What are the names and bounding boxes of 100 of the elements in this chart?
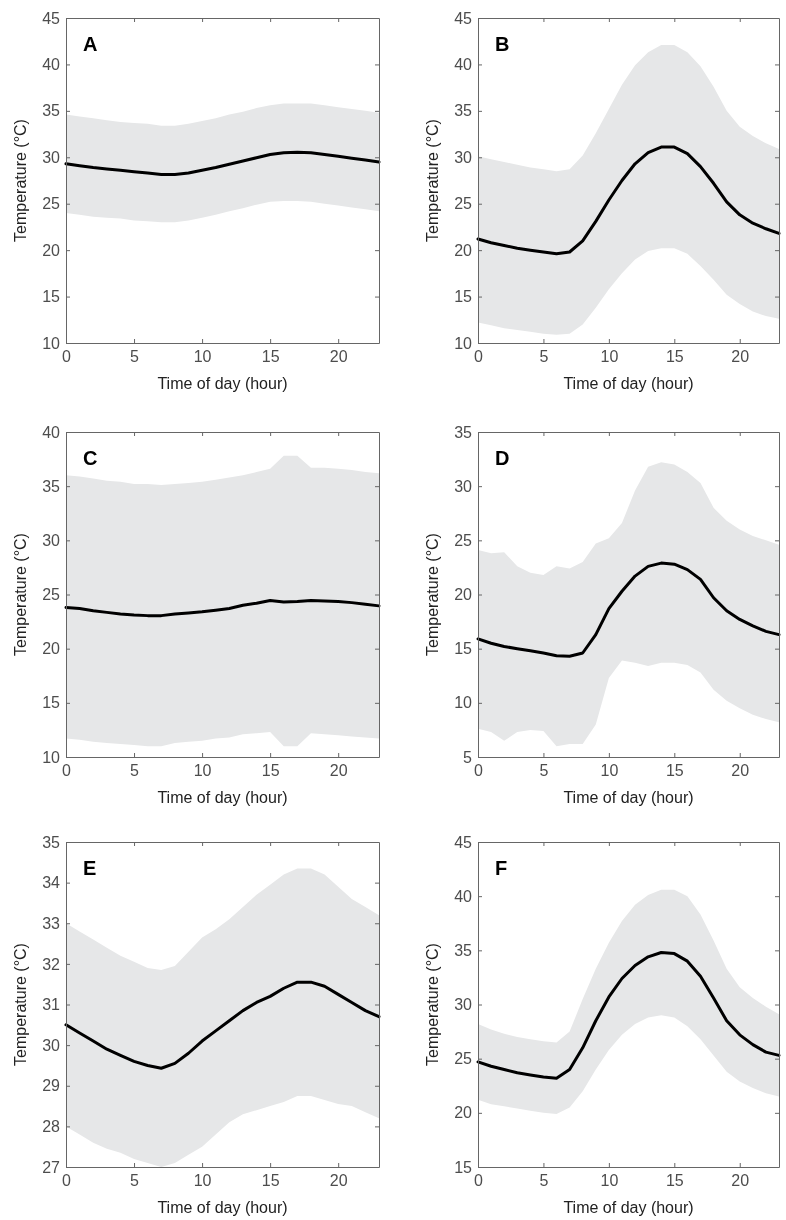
y-tick-label: 28	[42, 1117, 61, 1135]
x-tick-label: 20	[329, 1172, 348, 1190]
x-tick-label: 5	[130, 1172, 140, 1190]
line-series	[476, 145, 781, 256]
x-tick-label: 15	[665, 1172, 684, 1190]
y-axis-title: Temperature (°C)	[424, 943, 441, 1066]
x-tick-label: 10	[600, 762, 619, 780]
x-tick-label: 10	[600, 1172, 619, 1190]
y-axis-title: Temperature (°C)	[12, 119, 29, 242]
x-axis-title: Time of day (hour)	[563, 375, 694, 392]
y-tick-label: 15	[42, 288, 61, 306]
x-tick-label: 5	[130, 348, 140, 366]
y-tick-label: 20	[454, 586, 473, 604]
x-tick-label: 10	[193, 1172, 212, 1190]
y-tick-label: 10	[42, 748, 61, 766]
line-series	[476, 951, 781, 1080]
y-axis-title: Temperature (°C)	[424, 119, 441, 242]
y-tick-label: 30	[42, 1036, 61, 1054]
y-tick-label: 25	[42, 586, 61, 604]
y-axis-title: Temperature (°C)	[12, 943, 29, 1066]
y-tick-label: 45	[454, 9, 473, 27]
y-tick-label: 30	[454, 477, 473, 495]
y-tick-label: 27	[42, 1158, 61, 1176]
x-tick-label: 20	[329, 348, 348, 366]
y-tick-label: 15	[454, 288, 473, 306]
x-axis-title: Time of day (hour)	[563, 789, 694, 806]
y-tick-label: 15	[454, 1158, 473, 1176]
x-tick-label: 15	[665, 762, 684, 780]
line-series	[476, 561, 781, 658]
y-tick-label: 20	[42, 640, 61, 658]
text: F	[495, 857, 508, 879]
x-tick-label: 0	[62, 762, 72, 780]
x-tick-label: 10	[600, 348, 619, 366]
y-tick-label: 25	[42, 195, 61, 213]
x-tick-label: 15	[665, 348, 684, 366]
y-tick-label: 40	[42, 423, 61, 441]
y-tick-label: 25	[454, 195, 473, 213]
text: D	[495, 447, 510, 469]
y-tick-label: 34	[42, 874, 61, 892]
y-tick-label: 32	[42, 955, 61, 973]
x-tick-label: 10	[193, 762, 212, 780]
text: B	[495, 33, 510, 55]
x-axis-title: Time of day (hour)	[563, 1199, 694, 1216]
y-tick-label: 40	[454, 56, 473, 74]
x-tick-label: 0	[62, 348, 72, 366]
x-tick-label: 20	[329, 762, 348, 780]
line-series	[64, 150, 381, 176]
x-tick-label: 0	[474, 348, 484, 366]
x-tick-label: 5	[539, 348, 549, 366]
y-tick-label: 30	[42, 148, 61, 166]
x-tick-label: 5	[130, 762, 140, 780]
text: C	[83, 447, 98, 469]
y-tick-label: 30	[454, 148, 473, 166]
x-tick-label: 15	[261, 762, 280, 780]
y-tick-label: 33	[42, 914, 61, 932]
line-series	[64, 980, 381, 1070]
x-tick-label: 15	[261, 1172, 280, 1190]
y-axis-title: Temperature (°C)	[424, 533, 441, 656]
y-tick-label: 20	[454, 1104, 473, 1122]
y-tick-label: 35	[42, 477, 61, 495]
y-tick-label: 35	[454, 941, 473, 959]
x-axis-title: Time of day (hour)	[157, 1199, 288, 1216]
y-tick-label: 31	[42, 996, 61, 1014]
x-tick-label: 20	[731, 348, 750, 366]
x-tick-label: 5	[539, 1172, 549, 1190]
x-tick-label: 0	[474, 762, 484, 780]
y-tick-label: 25	[454, 1050, 473, 1068]
y-tick-label: 45	[454, 833, 473, 851]
x-tick-label: 10	[193, 348, 212, 366]
y-tick-label: 10	[454, 334, 473, 352]
line-series	[64, 598, 381, 618]
y-tick-label: 10	[454, 694, 473, 712]
x-tick-label: 5	[539, 762, 549, 780]
y-tick-label: 35	[454, 102, 473, 120]
x-tick-label: 20	[731, 762, 750, 780]
x-axis-title: Time of day (hour)	[157, 375, 288, 392]
y-tick-label: 5	[463, 748, 473, 766]
y-tick-label: 45	[42, 9, 61, 27]
text: A	[83, 33, 98, 55]
y-tick-label: 20	[42, 241, 61, 259]
y-tick-label: 20	[454, 241, 473, 259]
y-axis-title: Temperature (°C)	[12, 533, 29, 656]
y-tick-label: 35	[42, 102, 61, 120]
y-tick-label: 30	[454, 996, 473, 1014]
y-tick-label: 40	[42, 56, 61, 74]
x-tick-label: 0	[62, 1172, 72, 1190]
x-axis-title: Time of day (hour)	[157, 789, 288, 806]
y-tick-label: 15	[454, 640, 473, 658]
y-tick-label: 35	[454, 423, 473, 441]
text: E	[83, 857, 97, 879]
y-tick-label: 30	[42, 531, 61, 549]
y-tick-label: 29	[42, 1077, 61, 1095]
y-tick-label: 40	[454, 887, 473, 905]
y-tick-label: 10	[42, 334, 61, 352]
x-tick-label: 0	[474, 1172, 484, 1190]
x-tick-label: 20	[731, 1172, 750, 1190]
y-tick-label: 25	[454, 531, 473, 549]
y-tick-label: 35	[42, 833, 61, 851]
y-tick-label: 15	[42, 694, 61, 712]
x-tick-label: 15	[261, 348, 280, 366]
